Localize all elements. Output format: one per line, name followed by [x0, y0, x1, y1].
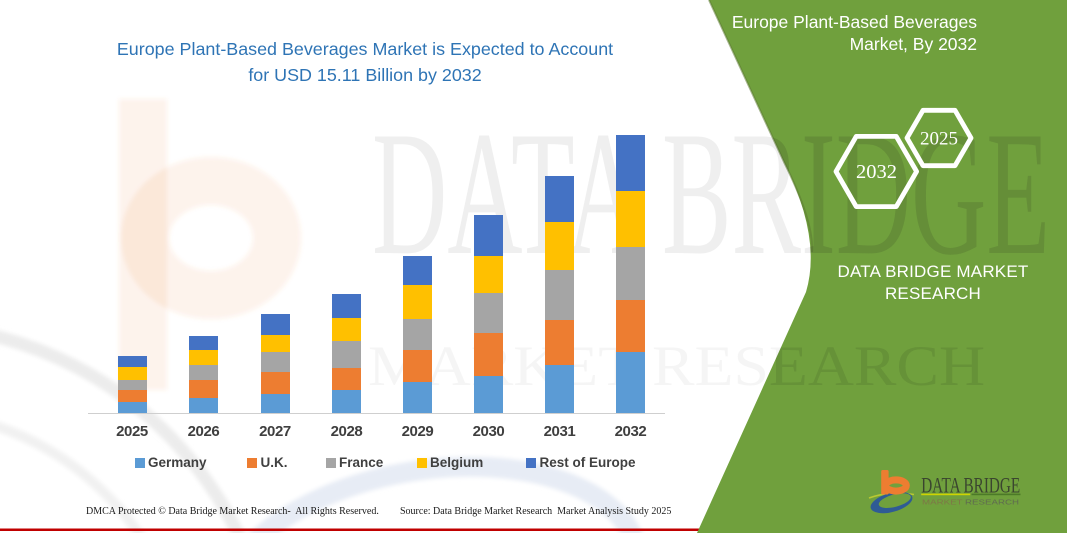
svg-text:2025: 2025 — [920, 129, 958, 150]
svg-text:MARKET RESEARCH: MARKET RESEARCH — [368, 335, 985, 398]
svg-text:2032: 2032 — [856, 161, 897, 183]
svg-text:DATA BRIDGE: DATA BRIDGE — [921, 473, 1020, 498]
svg-text:MARKET RESEARCH: MARKET RESEARCH — [922, 500, 1019, 507]
